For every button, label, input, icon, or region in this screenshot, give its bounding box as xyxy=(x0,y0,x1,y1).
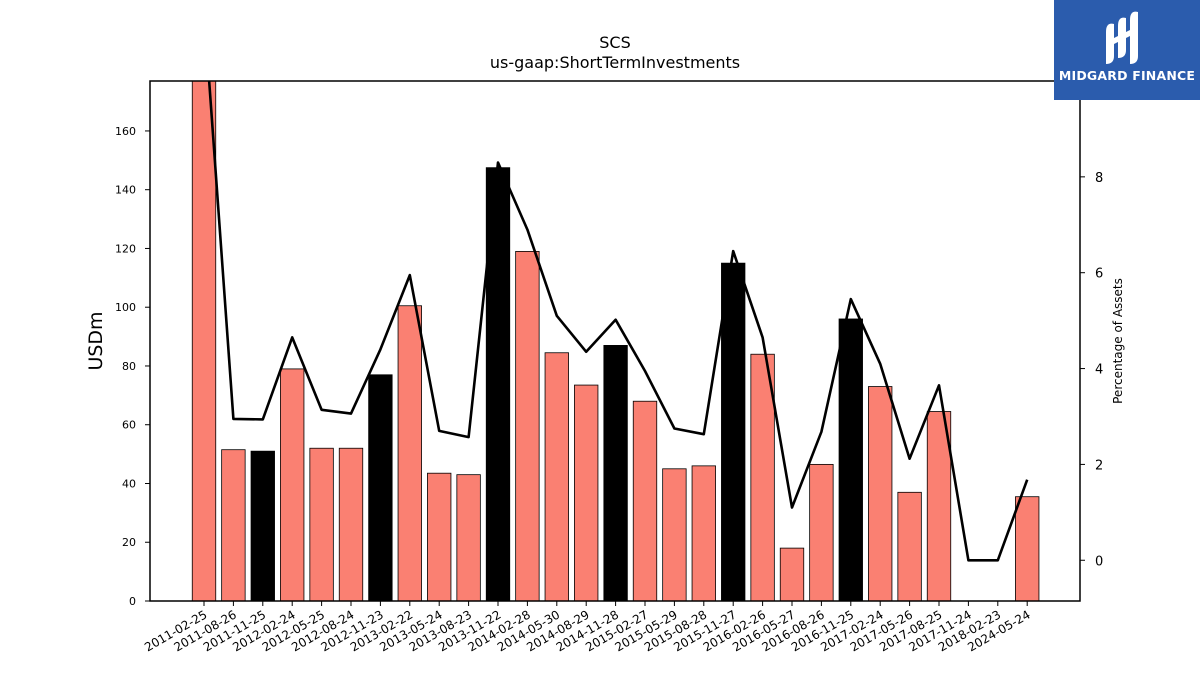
plot-frame xyxy=(149,80,1081,602)
plot-area: 020406080100120140160024682011-02-252011… xyxy=(115,80,1103,654)
y-tick-label: 160 xyxy=(115,125,136,138)
bar xyxy=(603,345,628,602)
bar xyxy=(868,386,893,602)
y-tick-label: 80 xyxy=(122,360,136,373)
bar xyxy=(221,449,246,602)
bar xyxy=(338,447,364,602)
y-tick-label: 40 xyxy=(122,477,136,490)
chart-subtitle: us-gaap:ShortTermInvestments xyxy=(490,53,740,72)
y2-tick-label: 2 xyxy=(1095,458,1103,473)
y-tick-label: 20 xyxy=(122,536,136,549)
bar xyxy=(544,352,569,602)
bar xyxy=(368,374,393,602)
bar xyxy=(427,472,452,602)
bar xyxy=(809,463,834,602)
y2-tick-label: 0 xyxy=(1095,554,1103,569)
bar xyxy=(574,384,599,602)
y2-tick-label: 8 xyxy=(1095,171,1103,186)
y-tick-label: 100 xyxy=(115,301,136,314)
brand-logo: MIDGARD FINANCE xyxy=(1054,0,1200,100)
bar xyxy=(897,491,922,602)
bar xyxy=(250,450,275,602)
bar xyxy=(662,468,687,602)
percentage-line xyxy=(207,81,1029,562)
y-tick-label: 0 xyxy=(129,595,136,608)
bar xyxy=(691,465,716,602)
bar xyxy=(515,250,540,602)
y2-tick-label: 4 xyxy=(1095,363,1103,378)
y-tick-label: 120 xyxy=(115,242,136,255)
bar xyxy=(280,368,305,602)
y-tick-label: 60 xyxy=(122,419,136,432)
bar xyxy=(397,305,422,602)
bar xyxy=(456,474,481,602)
bar xyxy=(309,447,334,602)
bar xyxy=(191,80,217,602)
bar xyxy=(779,547,805,602)
bar xyxy=(632,400,658,602)
y-tick-label: 140 xyxy=(115,184,136,197)
logo-text: MIDGARD FINANCE xyxy=(1058,68,1196,83)
bar xyxy=(1015,496,1040,602)
y2-axis-label: Percentage of Assets xyxy=(1111,278,1125,404)
midgard-logo-icon xyxy=(1106,11,1138,64)
bar xyxy=(721,262,746,602)
y2-tick-label: 6 xyxy=(1095,267,1103,282)
y-axis-label: USDm xyxy=(85,311,107,370)
bar xyxy=(838,318,863,602)
chart-title: SCS xyxy=(599,33,630,52)
